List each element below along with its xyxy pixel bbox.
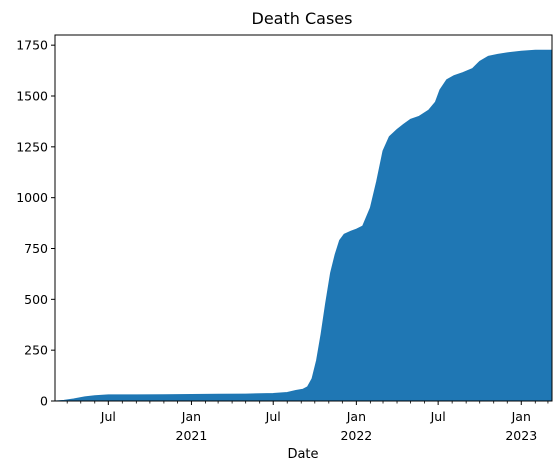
plot-frame	[54, 34, 553, 402]
x-axis: Jul Jan 2021 Jul Jan 2022 Jul Jan 2023	[66, 401, 549, 443]
x-tick-label: Jul	[265, 409, 281, 424]
chart-title: Death Cases	[252, 9, 353, 28]
y-axis: 0 250 500 750 1000 1250 1500 1750	[16, 38, 55, 409]
y-tick-label: 250	[24, 343, 48, 358]
x-tick-label: Jul	[100, 409, 116, 424]
y-tick-label: 1750	[16, 38, 48, 53]
x-tick-year-label: 2021	[176, 428, 208, 443]
y-tick-label: 1250	[16, 139, 48, 154]
x-tick-year-label: 2023	[505, 428, 537, 443]
x-tick-label: Jul	[430, 409, 446, 424]
plot-area	[54, 49, 553, 402]
x-tick-label: Jan	[181, 409, 201, 424]
y-tick-label: 500	[24, 292, 48, 307]
x-tick-label: Jan	[346, 409, 366, 424]
y-tick-label: 1500	[16, 89, 48, 104]
y-tick-label: 1000	[16, 190, 48, 205]
death-cases-area	[54, 49, 553, 402]
x-axis-label: Date	[287, 447, 318, 462]
x-tick-label: Jan	[511, 409, 531, 424]
y-tick-label: 750	[24, 241, 48, 256]
y-tick-label: 0	[40, 394, 48, 409]
x-tick-year-label: 2022	[340, 428, 372, 443]
